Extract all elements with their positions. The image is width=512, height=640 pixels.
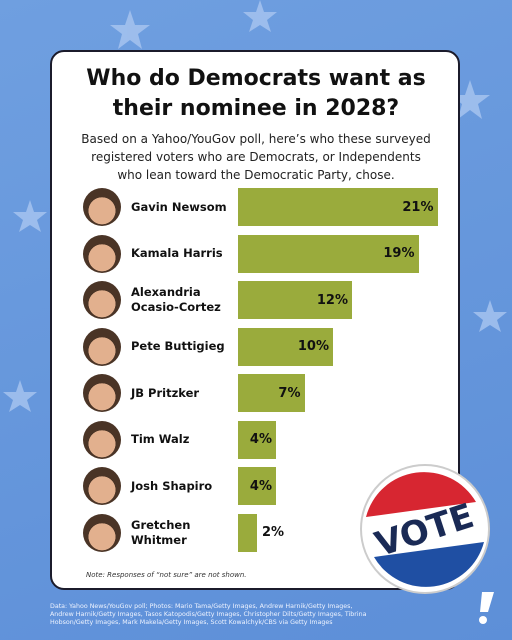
bar xyxy=(238,467,276,505)
chart-title: Who do Democrats want as their nominee i… xyxy=(86,66,426,121)
face xyxy=(83,467,121,505)
face xyxy=(83,188,121,226)
value-label: 19% xyxy=(383,246,415,261)
bar xyxy=(238,188,438,226)
bar xyxy=(238,281,352,319)
value-label: 7% xyxy=(278,385,301,401)
bar xyxy=(238,327,333,366)
value-label: 4% xyxy=(249,478,272,494)
category-label: Gavin Newsom xyxy=(131,199,227,214)
category-label: Alexandria Ocasio-Cortez xyxy=(131,285,221,314)
note: Note: Responses of “not sure” are not sh… xyxy=(86,571,247,579)
category-label: Gretchen Whitmer xyxy=(131,517,191,547)
category-label: Josh Shapiro xyxy=(131,478,213,493)
category-label: Tim Walz xyxy=(131,432,190,446)
value-label: 2% xyxy=(262,525,285,540)
bar xyxy=(238,513,257,552)
bar xyxy=(238,420,276,459)
face xyxy=(83,234,121,273)
value-label: 12% xyxy=(316,292,348,308)
value-label: 4% xyxy=(249,432,272,447)
value-label: 10% xyxy=(297,339,329,354)
face xyxy=(83,281,121,319)
face xyxy=(83,327,121,366)
value-label: 21% xyxy=(402,199,434,215)
logo xyxy=(479,592,494,624)
face xyxy=(83,374,121,412)
category-label: JB Pritzker xyxy=(131,385,200,400)
bar xyxy=(238,234,419,273)
face xyxy=(83,513,121,552)
category-label: Kamala Harris xyxy=(131,246,223,260)
category-label: Pete Buttigieg xyxy=(131,339,225,353)
credits: Data: Yahoo News/YouGov poll; Photos: Ma… xyxy=(50,603,367,626)
face xyxy=(83,420,121,459)
bar xyxy=(238,374,305,412)
vote-badge: VOTE xyxy=(360,464,490,594)
chart-subtitle: Based on a Yahoo/YouGov poll, here’s who… xyxy=(81,132,431,182)
